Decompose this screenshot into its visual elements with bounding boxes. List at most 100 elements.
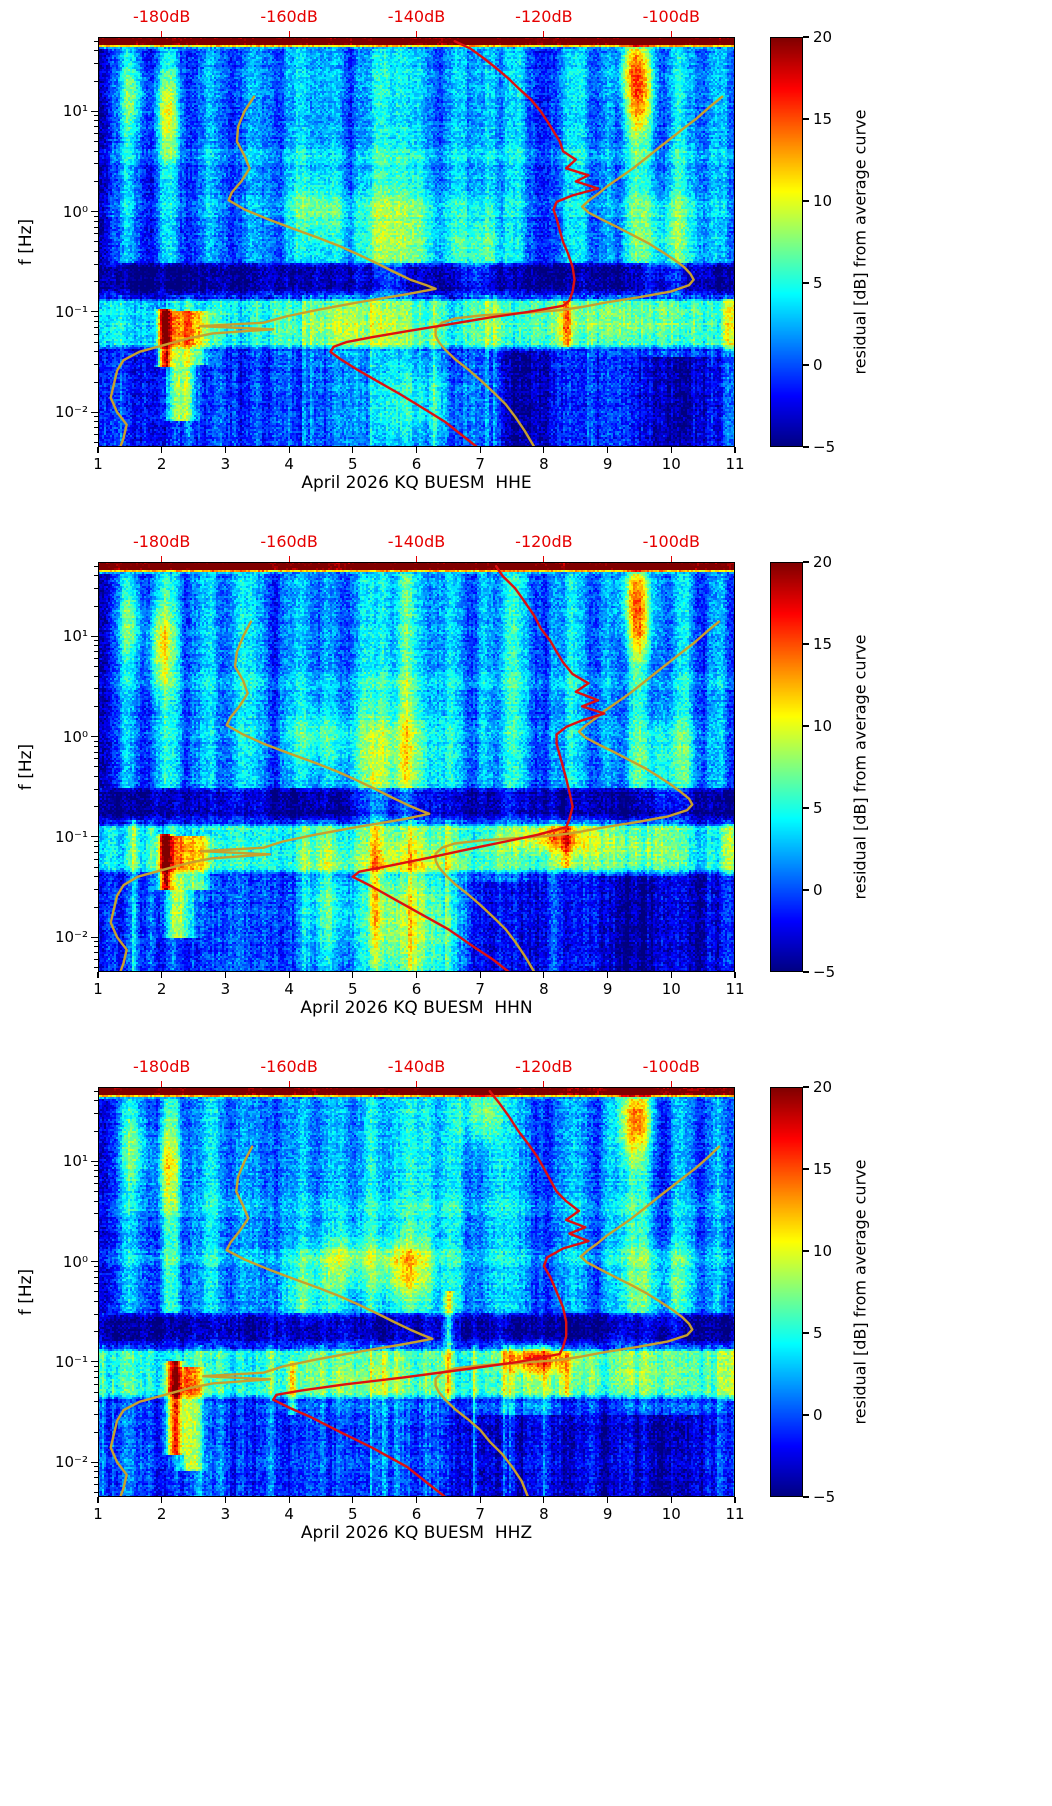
y-axis-label: f [Hz] — [16, 743, 36, 791]
x-tick — [607, 447, 609, 453]
colorbar-tick-label: 20 — [813, 1078, 833, 1096]
spectrogram-panel-hhz: 1 2 3 4 5 6 7 8 9 10 11 -180dB -160dB -140dB -120dB -10… — [0, 1050, 1052, 1575]
top-db-tick-label: -120dB — [515, 532, 573, 551]
spectrogram-heatmap — [98, 562, 735, 972]
x-tick — [288, 1497, 290, 1503]
yellow_low-curve — [109, 620, 431, 972]
x-tick — [415, 972, 418, 978]
x-tick-label: 4 — [284, 1505, 294, 1523]
x-tick — [352, 447, 354, 453]
x-tick — [670, 1497, 672, 1503]
top-db-tick-label: -100dB — [642, 7, 701, 26]
colorbar-tick-label: 15 — [813, 635, 833, 653]
colorbar-tick-label: −5 — [813, 1488, 836, 1506]
psd-curves-overlay — [109, 564, 721, 972]
colorbar — [770, 37, 803, 447]
x-tick-label: 11 — [725, 980, 745, 998]
colorbar-tick — [803, 971, 809, 973]
x-tick-label: 3 — [220, 1505, 231, 1523]
top-db-tick-label: -100dB — [642, 1057, 701, 1076]
psd-curves-overlay — [109, 1089, 721, 1497]
x-tick — [479, 1497, 481, 1503]
y-tick-label: 10⁻¹ — [54, 827, 88, 846]
x-tick-label: 6 — [411, 1505, 422, 1523]
colorbar-tick — [803, 561, 809, 563]
y-tick-label: 10¹ — [62, 102, 88, 121]
colorbar-tick-label: 10 — [813, 1242, 833, 1260]
y-tick-label: 10⁻² — [54, 403, 88, 422]
colorbar-tick — [803, 282, 809, 284]
x-tick — [161, 447, 163, 453]
top-db-tick-label: -120dB — [515, 1057, 573, 1076]
top-db-tick-label: -140dB — [387, 7, 446, 26]
x-tick-label: 3 — [220, 455, 231, 473]
top-db-tick-label: -180dB — [132, 1057, 191, 1076]
y-tick-label: 10⁻¹ — [54, 1352, 88, 1371]
colorbar-tick-label: 10 — [813, 717, 833, 735]
x-axis-label: April 2026 KQ BUESM HHZ — [300, 1523, 533, 1543]
x-tick-label: 10 — [661, 980, 681, 998]
top-db-tick-label: -120dB — [515, 7, 573, 26]
top-db-tick-label: -140dB — [387, 1057, 446, 1076]
yellow_low-curve — [109, 95, 437, 447]
x-tick — [479, 447, 481, 453]
x-tick-label: 10 — [661, 455, 681, 473]
spectrogram-panel-hhn: 1 2 3 4 5 6 7 8 9 10 11 -180dB -160dB -140dB -120dB -10… — [0, 525, 1052, 1050]
yellow_high-curve — [434, 1145, 721, 1497]
y-tick — [91, 936, 98, 938]
colorbar-label: residual [dB] from average curve — [850, 634, 870, 900]
x-tick-label: 5 — [348, 980, 358, 998]
colorbar-tick-label: 0 — [813, 356, 823, 374]
x-tick-label: 3 — [220, 980, 231, 998]
x-tick — [288, 447, 290, 453]
colorbar-tick — [803, 446, 809, 448]
x-tick-label: 6 — [411, 980, 422, 998]
colorbar-tick-label: 15 — [813, 1160, 833, 1178]
yellow_high-curve — [434, 620, 721, 972]
colorbar-tick-label: 20 — [813, 553, 833, 571]
y-tick — [91, 635, 98, 637]
red-curve — [351, 564, 606, 972]
y-tick — [91, 1461, 98, 1463]
y-tick-label: 10⁰ — [62, 202, 88, 221]
x-tick — [161, 972, 163, 978]
red-curve — [329, 39, 600, 447]
spectrogram-panel-hhe: 1 2 3 4 5 6 7 8 9 10 11 -180dB -160dB -140dB -120dB -10… — [0, 0, 1052, 525]
x-tick — [415, 447, 418, 453]
red-curve — [271, 1089, 590, 1497]
colorbar — [770, 1087, 803, 1497]
x-tick — [607, 1497, 609, 1503]
x-tick-label: 1 — [93, 980, 103, 998]
colorbar-tick — [803, 1414, 809, 1416]
x-tick — [543, 972, 545, 978]
colorbar-tick-label: 5 — [813, 1324, 823, 1342]
colorbar-tick-label: 5 — [813, 274, 823, 292]
x-tick — [415, 1497, 418, 1503]
x-tick-label: 7 — [475, 980, 485, 998]
colorbar-tick — [803, 118, 809, 120]
top-db-tick-label: -140dB — [387, 532, 446, 551]
y-tick-label: 10¹ — [62, 1152, 88, 1171]
x-tick-label: 1 — [93, 1505, 103, 1523]
x-tick — [607, 972, 609, 978]
colorbar-tick — [803, 1332, 809, 1334]
y-tick-label: 10⁰ — [62, 727, 88, 746]
x-tick — [734, 1497, 736, 1503]
x-tick-label: 1 — [93, 455, 103, 473]
x-tick — [670, 447, 672, 453]
y-tick-label: 10⁻¹ — [54, 302, 88, 321]
x-tick-label: 4 — [284, 455, 294, 473]
colorbar-tick — [803, 643, 809, 645]
colorbar-tick — [803, 1496, 809, 1498]
top-db-tick-label: -160dB — [260, 1057, 318, 1076]
colorbar — [770, 562, 803, 972]
y-tick — [91, 411, 98, 413]
y-tick-label: 10⁰ — [62, 1252, 88, 1271]
x-tick — [97, 972, 99, 978]
x-tick — [97, 1497, 99, 1503]
y-tick — [91, 1361, 98, 1363]
x-axis-label: April 2026 KQ BUESM HHN — [300, 998, 533, 1018]
colorbar-tick-label: 0 — [813, 881, 823, 899]
x-tick — [734, 447, 736, 453]
x-tick — [97, 447, 99, 453]
